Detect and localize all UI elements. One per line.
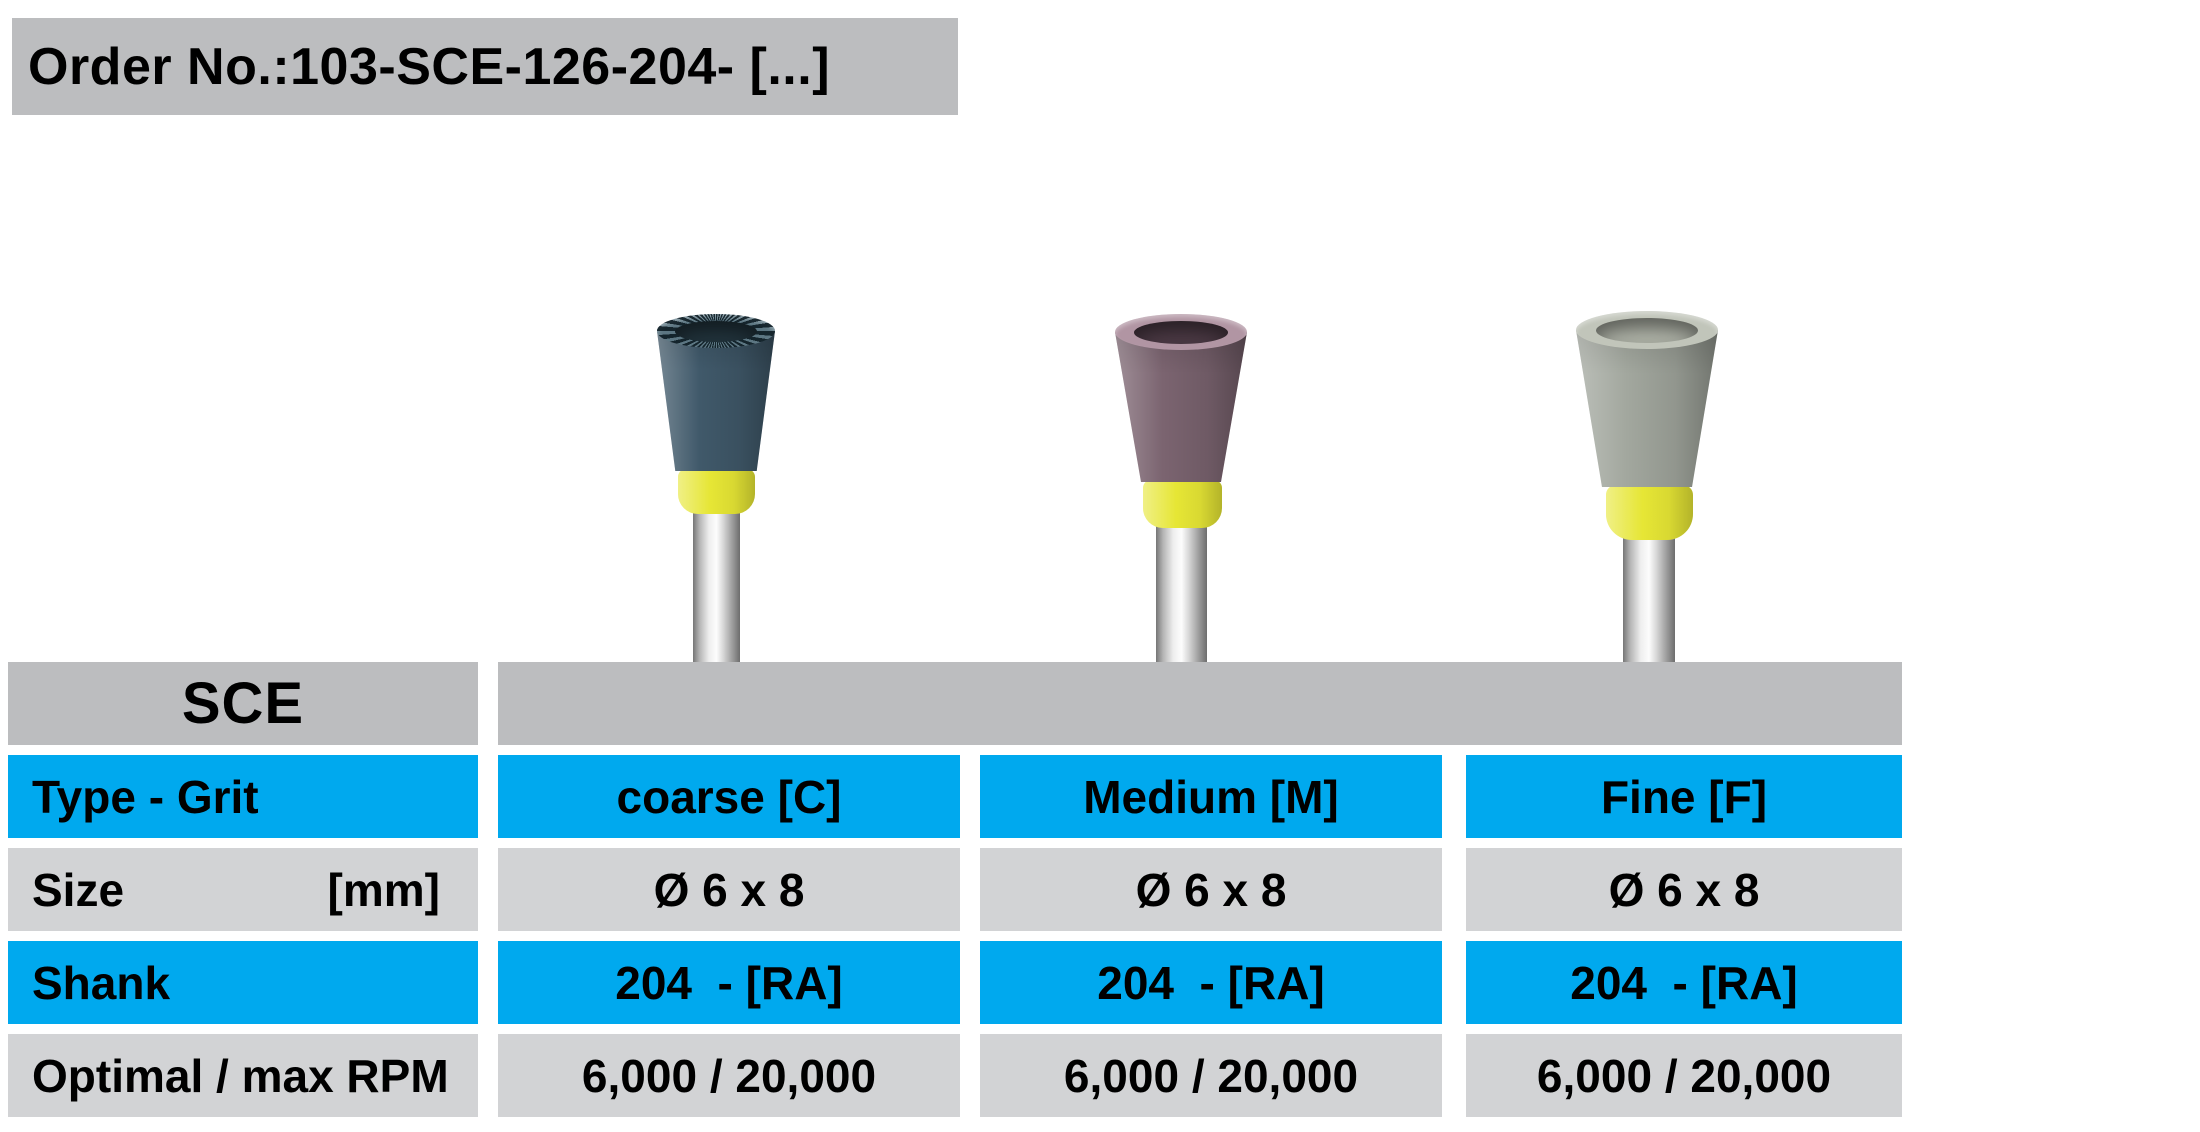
- table-cell-shank-fine: 204 - [RA]: [1466, 941, 1902, 1024]
- fine-cup-band: [1606, 485, 1693, 540]
- size-label-text: Size: [32, 863, 125, 916]
- size-unit-text: [mm]: [327, 863, 440, 916]
- coarse-cup-shank: [693, 510, 740, 664]
- row-label-size: Size [mm]: [8, 848, 478, 931]
- medium-cup-band: [1143, 480, 1222, 528]
- table-cell-rpm-medium: 6,000 / 20,000: [980, 1034, 1442, 1117]
- coarse-cup-bore: [675, 320, 757, 342]
- medium-cup-shank: [1156, 524, 1207, 664]
- order-number-text: Order No.:103-SCE-126-204- [...]: [28, 37, 831, 96]
- row-label-rpm: Optimal / max RPM: [8, 1034, 478, 1117]
- coarse-cup-body: [657, 331, 775, 471]
- medium-cup-bore: [1134, 320, 1228, 344]
- table-cell-grit-coarse: coarse [C]: [498, 755, 960, 838]
- medium-cup-body: [1115, 332, 1247, 482]
- row-label-type-grit: Type - Grit: [8, 755, 478, 838]
- table-cell-rpm-coarse: 6,000 / 20,000: [498, 1034, 960, 1117]
- table-cell-size-fine: Ø 6 x 8: [1466, 848, 1902, 931]
- table-cell-size-coarse: Ø 6 x 8: [498, 848, 960, 931]
- table-cell-shank-coarse: 204 - [RA]: [498, 941, 960, 1024]
- coarse-cup-rim: [657, 314, 775, 348]
- table-header-spacer: [498, 662, 1902, 745]
- table-cell-rpm-fine: 6,000 / 20,000: [1466, 1034, 1902, 1117]
- row-label-shank: Shank: [8, 941, 478, 1024]
- fine-cup-body: [1576, 330, 1718, 487]
- fine-cup-rim: [1576, 311, 1718, 349]
- medium-cup-rim: [1115, 314, 1247, 350]
- fine-cup-bore: [1596, 317, 1698, 343]
- table-cell-size-medium: Ø 6 x 8: [980, 848, 1442, 931]
- coarse-cup-band: [678, 469, 755, 514]
- table-cell-grit-fine: Fine [F]: [1466, 755, 1902, 838]
- order-number-banner: Order No.:103-SCE-126-204- [...]: [12, 18, 958, 115]
- table-series-header: SCE: [8, 662, 478, 745]
- table-cell-grit-medium: Medium [M]: [980, 755, 1442, 838]
- table-cell-shank-medium: 204 - [RA]: [980, 941, 1442, 1024]
- fine-cup-shank: [1623, 536, 1675, 664]
